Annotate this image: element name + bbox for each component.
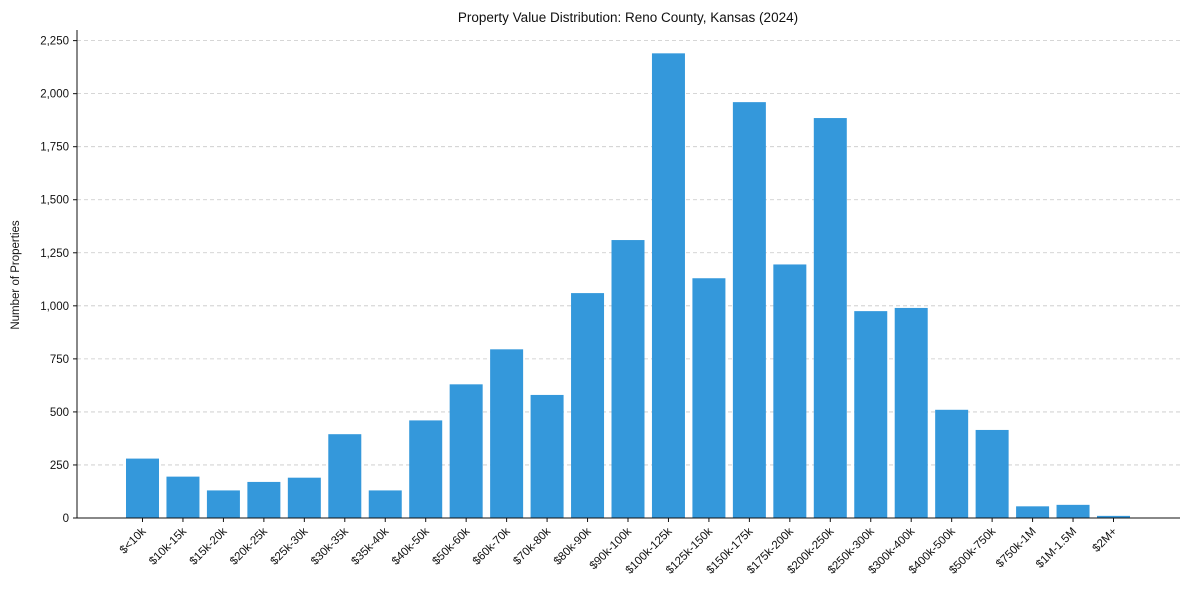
bars [126, 53, 1130, 518]
x-tick-label: $40k-50k [390, 525, 432, 567]
bar [732, 102, 766, 518]
bar [449, 384, 483, 518]
y-tick-label: 250 [50, 460, 69, 472]
bar [530, 394, 564, 518]
chart-title: Property Value Distribution: Reno County… [458, 10, 798, 25]
x-tick-label: $<10k [118, 525, 149, 556]
bar [571, 293, 605, 518]
bar [206, 490, 240, 518]
bar [1056, 504, 1090, 518]
y-tick-label: 1,250 [40, 248, 69, 260]
x-tick-label: $50k-60k [430, 525, 472, 567]
bar [287, 477, 321, 518]
bar [247, 481, 281, 518]
bar [166, 476, 200, 518]
x-ticks: $<10k$10k-15k$15k-20k$20k-25k$25k-30k$30… [118, 518, 1120, 577]
bar [935, 409, 969, 518]
x-tick-label: $60k-70k [471, 525, 513, 567]
bar [368, 490, 402, 518]
x-tick-label: $1M-1.5M [1034, 526, 1079, 571]
bar [975, 429, 1009, 518]
bar [651, 53, 685, 518]
bar [611, 240, 645, 518]
bar [490, 349, 524, 518]
bar [773, 264, 807, 518]
y-tick-label: 2,250 [40, 36, 69, 48]
y-ticks: 0 250 500 750 1,000 1,250 1,500 1,750 2,000 2,250 [40, 36, 77, 525]
bar [813, 118, 847, 518]
y-axis-label: Number of Properties [10, 220, 22, 330]
y-tick-label: 1,750 [40, 142, 69, 154]
bar [328, 434, 362, 518]
x-tick-label: $25k-30k [269, 525, 311, 567]
y-tick-label: 750 [50, 354, 69, 366]
y-tick-label: 2,000 [40, 89, 69, 101]
bar [692, 278, 726, 518]
y-tick-label: 500 [50, 407, 69, 419]
bar [126, 458, 159, 518]
x-tick-label: $80k-90k [552, 525, 594, 567]
x-tick-label: $750k-1M [994, 526, 1039, 571]
x-tick-label: $2M+ [1091, 525, 1120, 554]
x-tick-label: $15k-20k [188, 525, 230, 567]
x-tick-label: $30k-35k [309, 525, 351, 567]
bar [894, 307, 928, 518]
y-tick-label: 0 [63, 513, 69, 525]
x-tick-label: $70k-80k [511, 525, 553, 567]
x-tick-label: $10k-15k [147, 525, 189, 567]
bar [1016, 506, 1050, 518]
y-tick-label: 1,500 [40, 195, 69, 207]
x-tick-label: $20k-25k [228, 525, 270, 567]
x-tick-label: $35k-40k [349, 525, 391, 567]
bar [409, 420, 443, 518]
y-tick-label: 1,000 [40, 301, 69, 313]
bar [1097, 515, 1130, 518]
gridlines [77, 40, 1180, 466]
bar [854, 311, 888, 518]
